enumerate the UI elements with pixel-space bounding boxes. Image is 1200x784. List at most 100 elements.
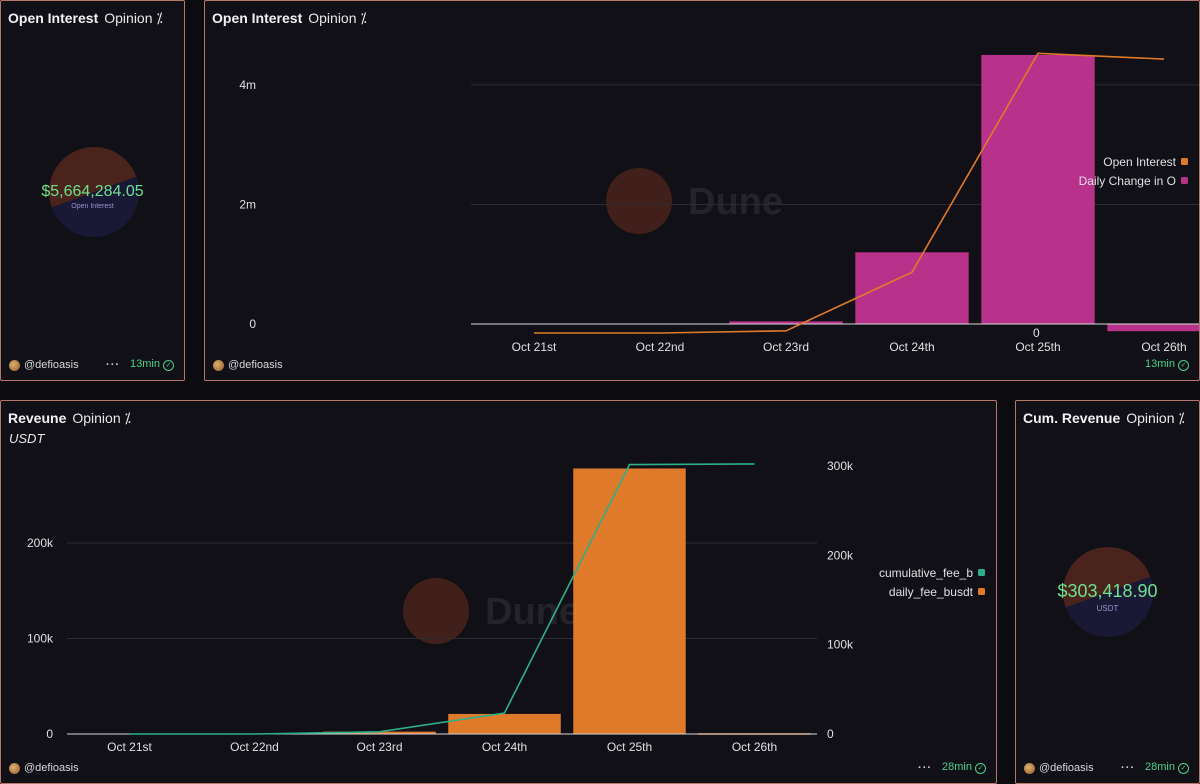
freshness-text: 13min — [130, 358, 160, 370]
revenue-chart: Dune 0 100k 200k 0 100k 200k 300k Oct 21st Oct 2… — [27, 459, 985, 754]
x-tick-label: Oct 25th — [607, 740, 652, 754]
panel-subtitle: Opinion ⁒ — [72, 410, 131, 426]
counter: $5,664,284.05 Open Interest — [1, 183, 184, 210]
dune-watermark-text: Dune — [688, 181, 783, 223]
bar — [448, 713, 561, 734]
dune-watermark-text: Dune — [485, 591, 580, 633]
panel-title[interactable]: Open Interest Opinion ⁒ — [212, 10, 367, 27]
revenue-chart-panel: Reveune Opinion ⁒ USDT Dune 0 100k 200k 0 100… — [0, 400, 997, 784]
panel-title[interactable]: Reveune Opinion ⁒ — [8, 410, 131, 427]
y-left-tick-label: 100k — [27, 631, 54, 645]
legend-swatch — [978, 588, 985, 595]
x-tick-label: Oct 24th — [889, 340, 934, 354]
y-right-tick-label: 0 — [1033, 326, 1040, 340]
counter-value: $5,664,284.05 — [41, 183, 144, 200]
author-link[interactable]: @defioasis — [213, 359, 283, 371]
counter: $303,418.90 USDT — [1016, 581, 1199, 613]
bar — [573, 468, 686, 734]
freshness-indicator[interactable]: 13min ✓ — [130, 358, 174, 371]
dune-logo-watermark — [49, 147, 139, 237]
x-tick-label: Oct 21st — [107, 740, 152, 754]
author-name: @defioasis — [1039, 762, 1094, 774]
x-tick-label: Oct 26th — [1141, 340, 1186, 354]
y-right-tick-label: 200k — [827, 548, 854, 562]
bar — [323, 731, 436, 734]
x-tick-label: Oct 25th — [1015, 340, 1060, 354]
series-line — [129, 463, 755, 735]
series-line — [534, 52, 1165, 334]
avatar — [213, 359, 224, 371]
panel-unit: USDT — [9, 431, 45, 446]
legend-label: daily_fee_busdt — [889, 585, 974, 599]
panel-title-text: Reveune — [8, 410, 67, 426]
cum-revenue-counter-panel: Cum. Revenue Opinion ⁒ $303,418.90 USDT @… — [1015, 400, 1200, 784]
x-tick-label: Oct 23rd — [356, 740, 402, 754]
footer-right: ··· 28min ✓ — [918, 761, 986, 774]
legend-label: cumulative_fee_b — [879, 566, 973, 580]
freshness-indicator[interactable]: 13min ✓ — [1145, 358, 1189, 371]
bar — [981, 54, 1095, 325]
y-left-tick-label: 0 — [249, 317, 256, 331]
freshness-indicator[interactable]: 28min ✓ — [942, 761, 986, 774]
x-tick-label: Oct 22nd — [230, 740, 279, 754]
panel-title[interactable]: Cum. Revenue Opinion ⁒ — [1023, 410, 1185, 427]
y-right-tick-label: 0 — [827, 727, 834, 741]
freshness-indicator[interactable]: 28min ✓ — [1145, 761, 1189, 774]
footer-right: 13min ✓ — [1145, 358, 1189, 371]
legend-swatch — [1181, 158, 1188, 165]
y-right-tick-label: 100k — [827, 638, 854, 652]
y-left-tick-label: 200k — [27, 536, 54, 550]
author-link[interactable]: @defioasis — [9, 762, 79, 774]
x-tick-label: Oct 26th — [732, 740, 777, 754]
bar — [855, 252, 969, 325]
legend-swatch — [978, 569, 985, 576]
freshness-text: 28min — [942, 761, 972, 773]
y-left-tick-label: 0 — [46, 727, 53, 741]
author-name: @defioasis — [228, 359, 283, 371]
bar — [1107, 324, 1199, 332]
y-left-tick-label: 4m — [239, 78, 256, 92]
more-options-button[interactable]: ··· — [106, 358, 121, 371]
dune-logo-watermark — [606, 168, 672, 234]
legend-label: Daily Change in O — [1079, 174, 1176, 188]
avatar — [9, 762, 20, 774]
x-tick-label: Oct 22nd — [636, 340, 685, 354]
legend-swatch — [1181, 177, 1188, 184]
panel-subtitle: Opinion ⁒ — [308, 10, 367, 26]
freshness-text: 28min — [1145, 761, 1175, 773]
panel-title[interactable]: Open Interest Opinion ⁒ — [8, 10, 163, 27]
check-icon: ✓ — [163, 360, 174, 371]
author-link[interactable]: @defioasis — [9, 359, 79, 371]
check-icon: ✓ — [975, 763, 986, 774]
x-tick-label: Oct 21st — [512, 340, 557, 354]
check-icon: ✓ — [1178, 360, 1189, 371]
author-link[interactable]: @defioasis — [1024, 762, 1094, 774]
avatar — [1024, 762, 1035, 774]
dune-logo-watermark — [1063, 547, 1153, 637]
author-name: @defioasis — [24, 762, 79, 774]
counter-value: $303,418.90 — [1057, 581, 1158, 601]
panel-subtitle: Opinion ⁒ — [1126, 410, 1185, 426]
more-options-button[interactable]: ··· — [918, 761, 933, 774]
avatar — [9, 359, 20, 371]
more-options-button[interactable]: ··· — [1121, 761, 1136, 774]
panel-subtitle: Opinion ⁒ — [104, 10, 163, 26]
counter-label: USDT — [1096, 604, 1119, 613]
footer-right: ··· 13min ✓ — [106, 358, 174, 371]
panel-title-text: Open Interest — [8, 10, 99, 26]
bar — [729, 321, 843, 325]
dune-logo-watermark — [403, 578, 469, 644]
check-icon: ✓ — [1178, 763, 1189, 774]
freshness-text: 13min — [1145, 358, 1175, 370]
author-name: @defioasis — [24, 359, 79, 371]
panel-title-text: Open Interest — [212, 10, 303, 26]
x-tick-label: Oct 23rd — [763, 340, 809, 354]
counter-label: Open Interest — [71, 203, 114, 210]
panel-title-text: Cum. Revenue — [1023, 410, 1121, 426]
oi-counter-panel: Open Interest Opinion ⁒ $5,664,284.05 Ope… — [0, 0, 185, 381]
legend-label: Open Interest — [1103, 155, 1176, 169]
y-right-tick-label: 300k — [827, 459, 854, 473]
y-left-tick-label: 2m — [239, 197, 256, 211]
